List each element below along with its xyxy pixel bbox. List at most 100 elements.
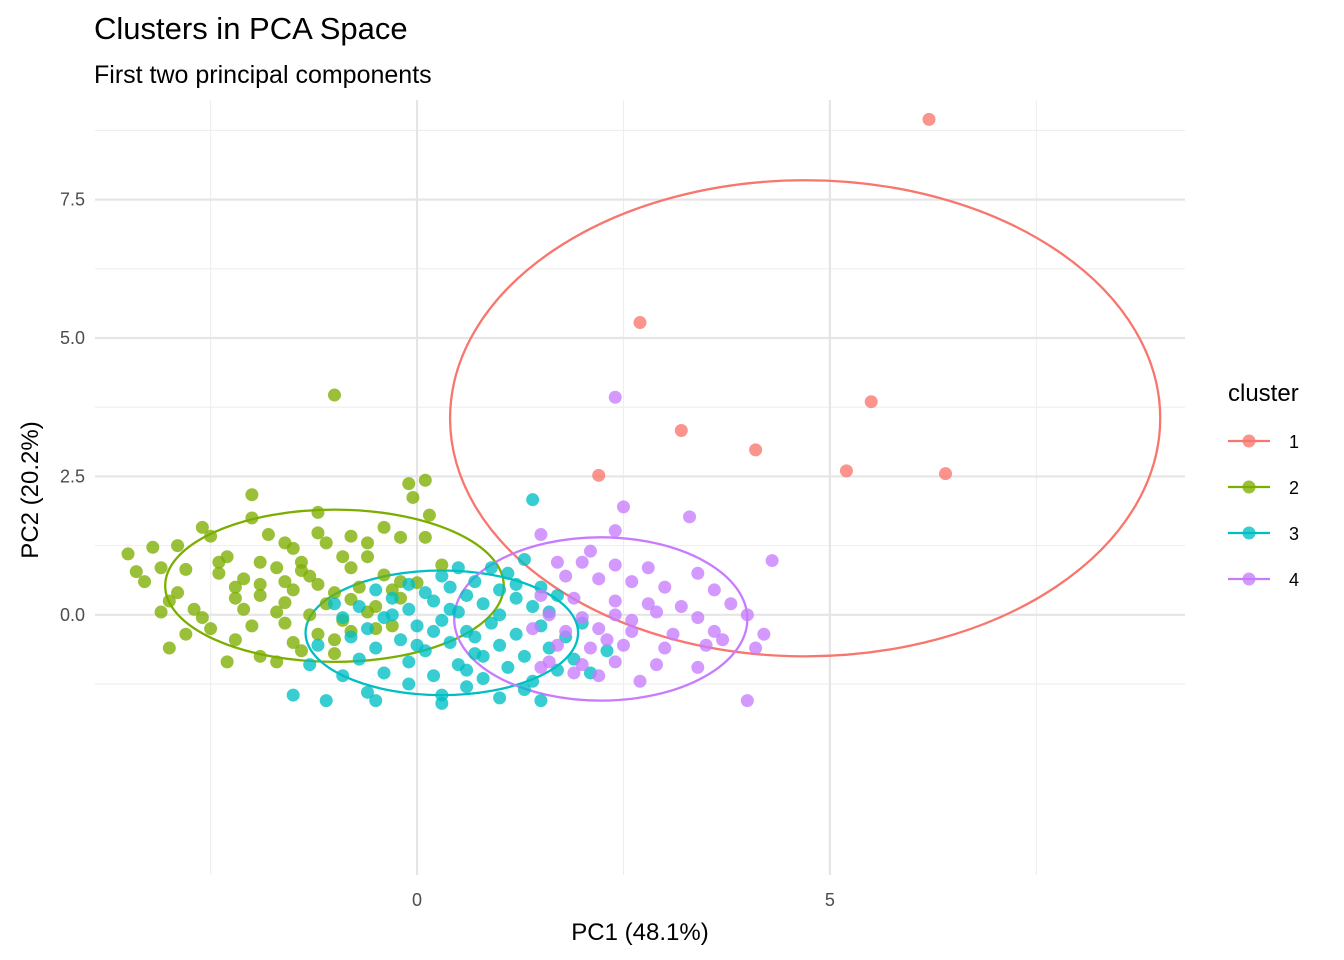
y-tick-label: 5.0 [60, 328, 85, 348]
point-cluster-3 [369, 694, 383, 708]
x-tick-label: 5 [825, 890, 835, 910]
point-cluster-2 [311, 505, 325, 519]
point-cluster-2 [422, 508, 436, 522]
point-cluster-4 [592, 669, 606, 683]
point-cluster-2 [237, 602, 251, 616]
point-cluster-3 [336, 611, 350, 625]
x-axis-title: PC1 (48.1%) [571, 919, 708, 946]
point-cluster-2 [278, 575, 292, 589]
point-cluster-4 [625, 613, 639, 627]
point-cluster-3 [517, 683, 531, 697]
point-cluster-4 [567, 666, 581, 680]
legend-item-2: 2 [1228, 478, 1299, 498]
point-cluster-3 [468, 575, 482, 589]
point-cluster-3 [319, 694, 333, 708]
point-cluster-2 [245, 511, 259, 525]
point-cluster-2 [286, 583, 300, 597]
point-cluster-2 [129, 565, 143, 579]
point-cluster-3 [443, 580, 457, 594]
point-cluster-3 [509, 577, 523, 591]
point-cluster-4 [534, 588, 548, 602]
point-cluster-4 [575, 658, 589, 672]
point-cluster-3 [427, 669, 441, 683]
point-cluster-2 [121, 547, 135, 561]
point-cluster-3 [427, 624, 441, 638]
point-cluster-3 [435, 569, 449, 583]
point-cluster-4 [575, 611, 589, 625]
point-cluster-4 [616, 638, 630, 652]
point-cluster-2 [327, 633, 341, 647]
legend-item-3: 3 [1228, 524, 1299, 544]
point-cluster-4 [650, 605, 664, 619]
point-cluster-2 [204, 529, 218, 543]
point-cluster-2 [237, 572, 251, 586]
point-cluster-4 [716, 633, 730, 647]
point-cluster-3 [468, 630, 482, 644]
chart-title: Clusters in PCA Space [94, 11, 408, 46]
legend-label: 2 [1289, 478, 1299, 498]
point-cluster-4 [749, 641, 763, 655]
point-cluster-3 [385, 591, 399, 605]
point-cluster-3 [484, 561, 498, 575]
point-cluster-3 [451, 561, 465, 575]
point-cluster-3 [550, 588, 564, 602]
point-cluster-2 [311, 577, 325, 591]
point-cluster-4 [691, 660, 705, 674]
point-cluster-2 [154, 605, 168, 619]
point-cluster-3 [336, 669, 350, 683]
legend-label: 3 [1289, 524, 1299, 544]
point-cluster-4 [707, 583, 721, 597]
point-cluster-2 [327, 586, 341, 600]
point-cluster-4 [666, 627, 680, 641]
point-cluster-1 [922, 112, 936, 126]
point-cluster-3 [443, 636, 457, 649]
point-cluster-2 [245, 619, 259, 633]
point-cluster-4 [641, 561, 655, 575]
point-cluster-2 [270, 655, 284, 669]
point-cluster-2 [336, 550, 350, 564]
point-cluster-3 [526, 493, 540, 507]
point-cluster-4 [740, 608, 754, 622]
point-cluster-4 [583, 641, 597, 655]
point-cluster-2 [245, 488, 259, 502]
point-cluster-3 [410, 638, 424, 652]
point-cluster-2 [394, 530, 408, 544]
point-cluster-2 [154, 561, 168, 575]
point-cluster-1 [749, 443, 763, 457]
point-cluster-3 [402, 655, 416, 669]
legend-key-point [1242, 480, 1256, 494]
point-cluster-4 [608, 655, 622, 669]
scatter-points [121, 112, 953, 710]
point-cluster-3 [534, 694, 548, 708]
point-cluster-3 [402, 602, 416, 616]
point-cluster-4 [600, 633, 614, 647]
point-cluster-2 [195, 611, 209, 625]
grid-lines [95, 100, 1185, 875]
point-cluster-4 [765, 554, 779, 568]
point-cluster-4 [592, 572, 606, 586]
point-cluster-4 [550, 555, 564, 569]
point-cluster-3 [443, 602, 457, 616]
legend-label: 1 [1289, 432, 1299, 452]
point-cluster-4 [641, 597, 655, 611]
point-cluster-4 [707, 624, 721, 638]
point-cluster-4 [575, 555, 589, 569]
point-cluster-1 [939, 467, 953, 481]
point-cluster-2 [303, 608, 317, 622]
point-cluster-4 [608, 594, 622, 608]
point-cluster-2 [344, 529, 358, 543]
point-cluster-4 [550, 638, 564, 652]
legend-item-4: 4 [1228, 570, 1299, 590]
point-cluster-2 [228, 591, 242, 605]
point-cluster-2 [195, 520, 209, 534]
axis-tick-labels: 0 5 0.0 2.5 5.0 7.5 [60, 190, 835, 910]
point-cluster-4 [616, 500, 630, 514]
point-cluster-4 [691, 566, 705, 580]
point-cluster-3 [493, 691, 507, 705]
point-cluster-3 [509, 591, 523, 605]
point-cluster-2 [253, 649, 267, 663]
point-cluster-2 [146, 540, 160, 554]
y-axis-title: PC2 (20.2%) [17, 421, 44, 558]
point-cluster-3 [435, 696, 449, 710]
point-cluster-3 [501, 660, 515, 674]
